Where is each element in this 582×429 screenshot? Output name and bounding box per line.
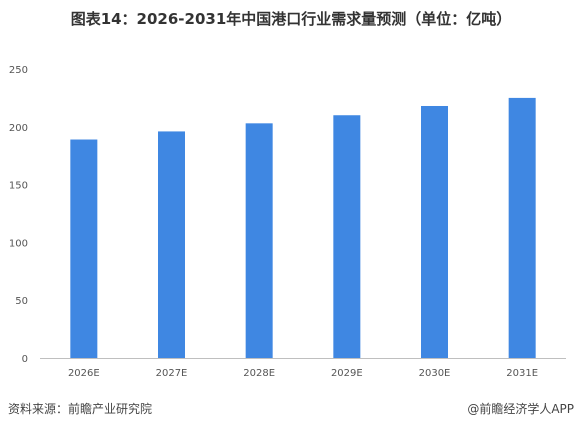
y-tick-label: 150 — [9, 181, 28, 192]
x-tick-label: 2031E — [506, 368, 538, 379]
source-note: 资料来源：前瞻产业研究院 — [8, 402, 153, 416]
chart-footer: 资料来源：前瞻产业研究院 @前瞻经济学人APP — [0, 400, 582, 420]
chart-title: 图表14：2026-2031年中国港口行业需求量预测（单位：亿吨） — [70, 10, 512, 28]
bar-2028E — [245, 123, 273, 358]
y-tick-label: 0 — [22, 354, 28, 365]
y-tick-label: 200 — [9, 123, 28, 134]
bar-2027E — [158, 131, 185, 358]
x-tick-label: 2029E — [331, 368, 363, 379]
x-tick-label: 2030E — [419, 368, 451, 379]
y-tick-label: 250 — [9, 65, 28, 76]
x-tick-label: 2026E — [68, 368, 100, 379]
bar-2026E — [70, 139, 98, 358]
credit-note: @前瞻经济学人APP — [467, 402, 574, 416]
y-tick-label: 100 — [9, 238, 28, 249]
bar-2030E — [421, 105, 448, 358]
y-tick-label: 50 — [15, 296, 28, 307]
bar-2031E — [508, 97, 536, 359]
x-tick-label: 2027E — [156, 368, 188, 379]
x-tick-label: 2028E — [243, 368, 275, 379]
bar-2029E — [333, 115, 361, 359]
